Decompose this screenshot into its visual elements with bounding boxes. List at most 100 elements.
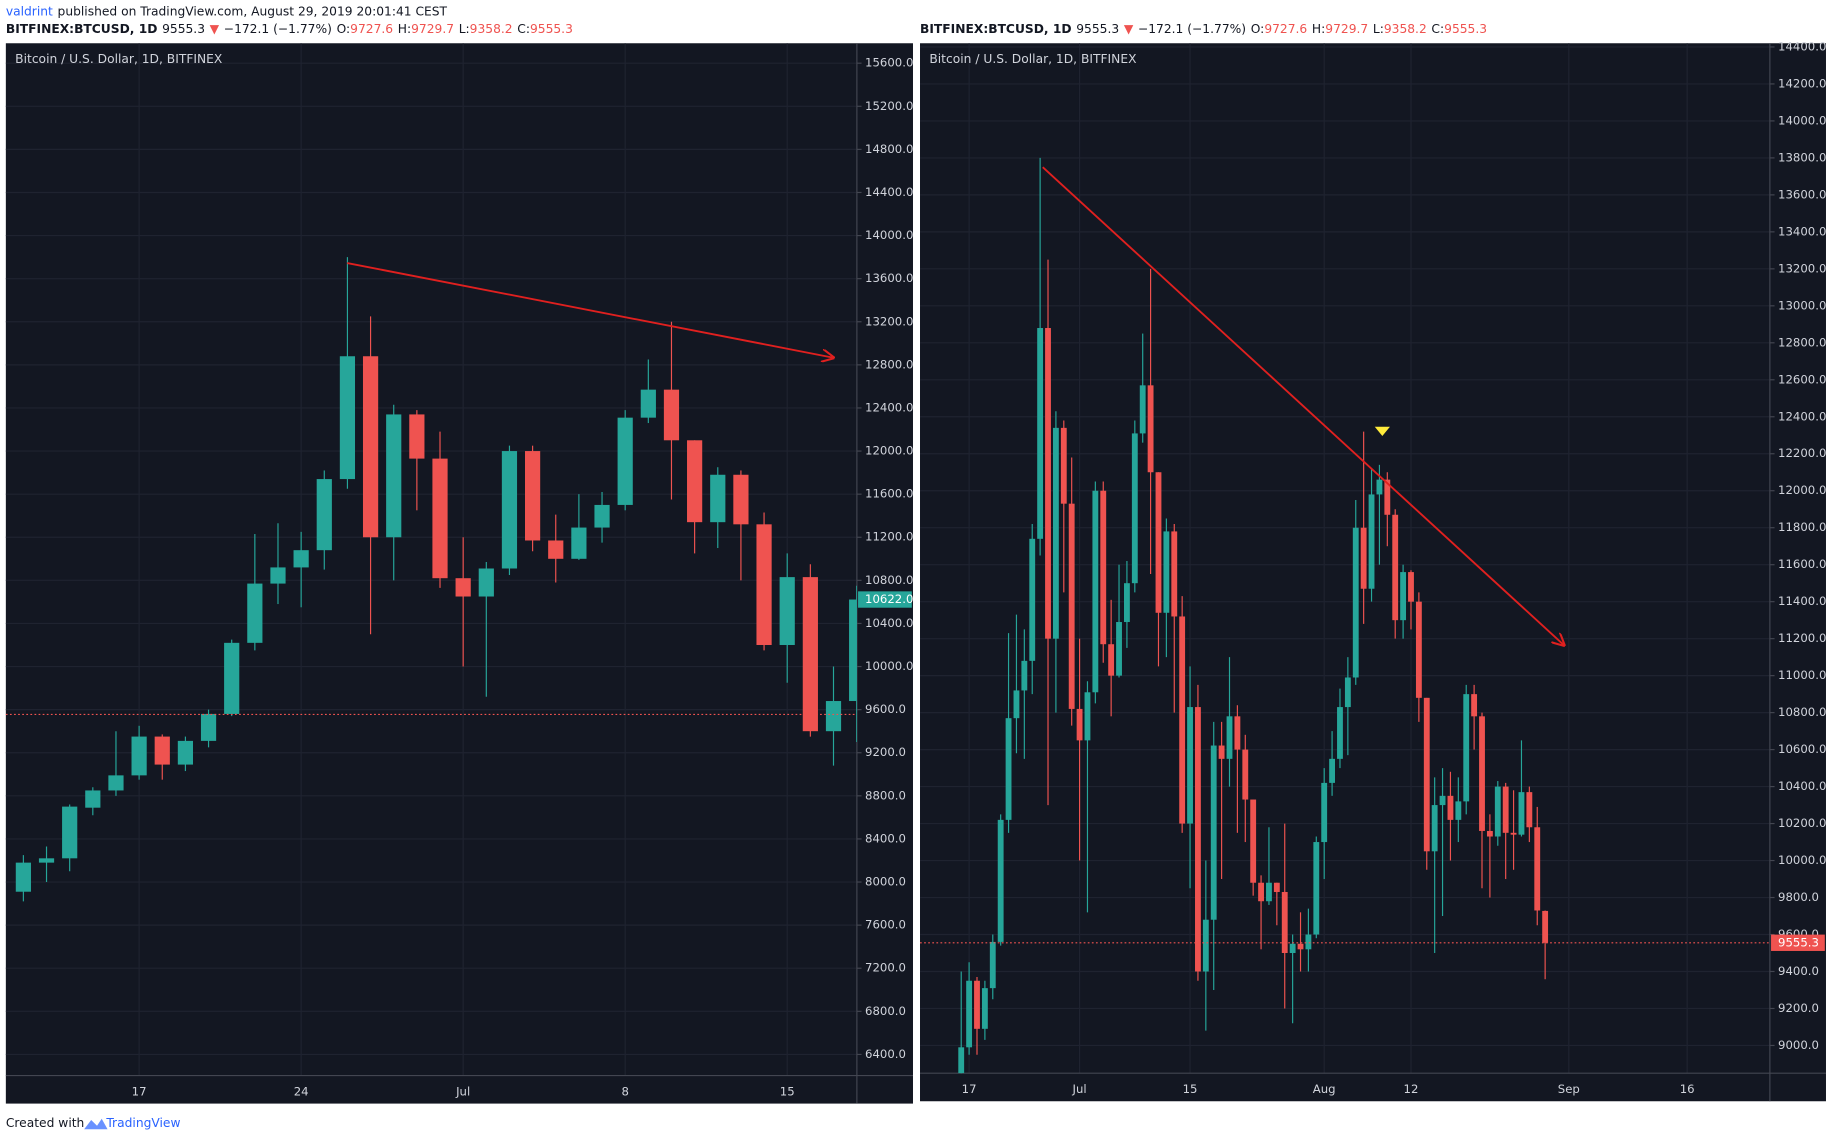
symbol-line: BITFINEX:BTCUSD, 1D 9555.3 ▼ −172.1 (−1.77%… xyxy=(920,22,1487,36)
publish-line: valdrint published on TradingView.com, Au… xyxy=(6,4,448,18)
y-tick-label: 10000.0 xyxy=(1778,853,1826,867)
candle-body xyxy=(270,567,286,584)
candle-body xyxy=(1510,832,1517,835)
candle-body xyxy=(594,504,610,528)
y-tick-label: 13400.0 xyxy=(1778,224,1826,238)
footer-text: Created with xyxy=(6,1116,84,1130)
chart-panel: 6400.0 6800.0 7200.0 7600.0 8000.0 8400.0 8800… xyxy=(5,43,913,1104)
candle-body xyxy=(1084,692,1091,741)
candle-body xyxy=(1526,792,1533,828)
chart-title: Bitcoin / U.S. Dollar, 1D, BITFINEX xyxy=(15,52,223,66)
y-tick-label: 9600.0 xyxy=(865,702,906,716)
candle-body xyxy=(432,458,448,579)
candle-body xyxy=(1392,514,1399,621)
candle-body xyxy=(1281,891,1288,954)
candle-body xyxy=(1321,782,1328,843)
candle-body xyxy=(1179,616,1186,824)
candle-body xyxy=(1234,716,1241,750)
ohlc-value: 9729.7 xyxy=(411,22,454,36)
candle-body xyxy=(362,356,379,538)
candle-body xyxy=(1029,538,1036,661)
candle-body xyxy=(1123,583,1130,623)
candle-body xyxy=(1163,531,1170,613)
brand[interactable]: TradingView xyxy=(105,1116,180,1130)
y-tick-label: 12600.0 xyxy=(1778,372,1826,386)
candle-body xyxy=(1100,490,1107,645)
candle-body xyxy=(1431,805,1438,852)
candle-body xyxy=(1092,490,1099,693)
x-tick-label: Aug xyxy=(1313,1082,1336,1096)
symbol-info: BITFINEX:BTCUSD, 1D 9555.3 ▼ −172.1 (−1.77%… xyxy=(6,22,573,36)
y-tick-label: 11200.0 xyxy=(865,530,913,544)
candle-body xyxy=(1494,786,1501,837)
ohlc-value: 9358.2 xyxy=(470,22,513,36)
x-tick-label: Sep xyxy=(1558,1082,1580,1096)
candle-body xyxy=(1439,795,1446,806)
candle-body xyxy=(1060,427,1067,504)
candle-body xyxy=(1423,697,1430,852)
y-tick-label: 9800.0 xyxy=(1778,890,1819,904)
y-tick-label: 12200.0 xyxy=(1778,446,1826,460)
candle-body xyxy=(1116,622,1122,676)
last-price: 9555.3 xyxy=(1076,22,1119,36)
candle-body xyxy=(1021,660,1028,691)
y-tick-label: 9200.0 xyxy=(1778,1001,1819,1015)
y-tick-label: 14000.0 xyxy=(865,228,913,242)
y-tick-label: 11000.0 xyxy=(1778,668,1826,682)
x-tick-label: 15 xyxy=(1183,1082,1198,1096)
candle-body xyxy=(1329,758,1336,783)
candle-body xyxy=(1210,745,1217,920)
y-tick-label: 13200.0 xyxy=(865,314,913,328)
candle-body xyxy=(1471,694,1478,717)
candle-body xyxy=(849,599,857,702)
y-tick-label: 11600.0 xyxy=(1778,557,1826,571)
candle-body xyxy=(409,414,425,459)
y-tick-label: 8400.0 xyxy=(865,831,906,845)
candles xyxy=(958,157,1549,1074)
candle-body xyxy=(1384,479,1391,515)
candle-body xyxy=(15,862,31,892)
author[interactable]: valdrint xyxy=(6,4,53,18)
candle-body xyxy=(640,389,656,418)
y-tick-label: 13600.0 xyxy=(1778,187,1826,201)
x-tick-label: 17 xyxy=(962,1082,977,1096)
candle-body xyxy=(1131,433,1138,584)
candle-body xyxy=(177,740,194,765)
chart-panel: 9000.09200.09400.09600.09800.010000.0102… xyxy=(920,39,1826,1102)
candle-body xyxy=(386,414,402,538)
candle-body xyxy=(1273,882,1280,892)
y-tick-label: 10000.0 xyxy=(865,659,913,673)
candle-body xyxy=(1408,572,1414,602)
candle-body xyxy=(1479,716,1485,831)
y-tick-label: 7200.0 xyxy=(865,961,906,975)
change: −172.1 (−1.77%) xyxy=(1138,22,1246,36)
change-arrow: ▼ xyxy=(1124,22,1134,36)
candle-body xyxy=(316,479,332,551)
candle-body xyxy=(1368,494,1375,589)
candle-body xyxy=(1518,792,1525,835)
candle-body xyxy=(997,819,1004,942)
annotations xyxy=(347,166,1564,645)
ohlc-key: C: xyxy=(517,22,530,36)
candle-body xyxy=(339,356,356,480)
trend-line xyxy=(347,262,833,358)
candle-body xyxy=(1258,882,1264,902)
y-tick-label: 13800.0 xyxy=(1778,150,1826,164)
candle-body xyxy=(1108,644,1115,676)
ohlc-key: L: xyxy=(459,22,470,36)
candle-body xyxy=(1502,786,1509,833)
candle-body xyxy=(108,775,124,791)
ohlc-key: H: xyxy=(1312,22,1325,36)
price-label: 10622.0 xyxy=(865,592,913,606)
y-tick-label: 15200.0 xyxy=(865,99,913,113)
y-tick-label: 14800.0 xyxy=(865,142,913,156)
candle-body xyxy=(802,577,818,732)
y-tick-label: 8800.0 xyxy=(865,788,906,802)
candle-body xyxy=(1376,479,1383,495)
last-price: 9555.3 xyxy=(162,22,205,36)
candle-body xyxy=(131,736,147,776)
y-tick-label: 9400.0 xyxy=(1778,964,1819,978)
ohlc-value: 9555.3 xyxy=(530,22,573,36)
